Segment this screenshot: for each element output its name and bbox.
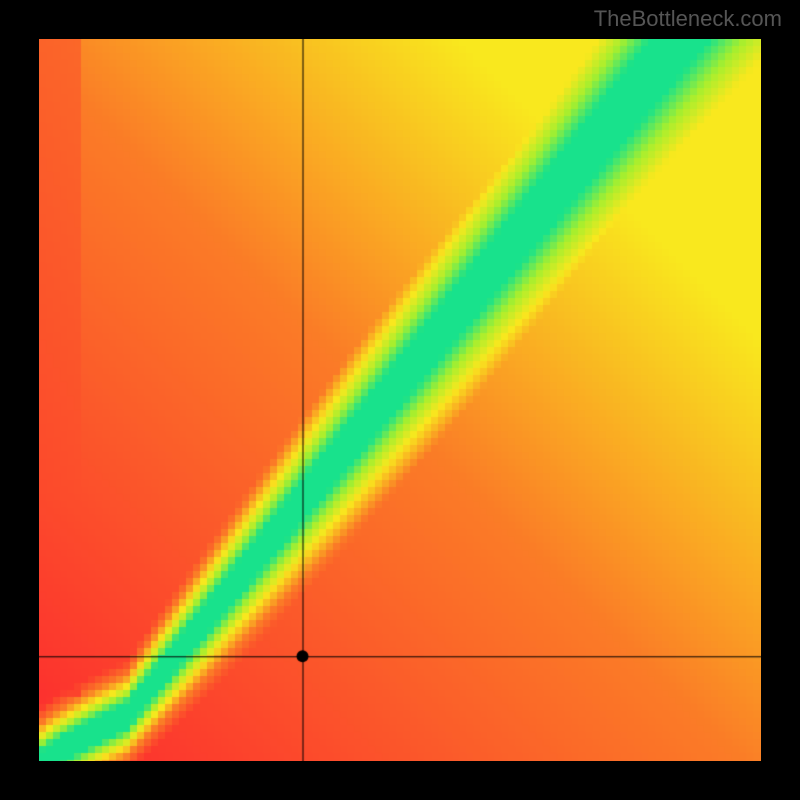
chart-container: TheBottleneck.com — [0, 0, 800, 800]
heatmap-plot-area — [39, 39, 761, 761]
heatmap-canvas — [39, 39, 761, 761]
watermark-text: TheBottleneck.com — [594, 6, 782, 32]
